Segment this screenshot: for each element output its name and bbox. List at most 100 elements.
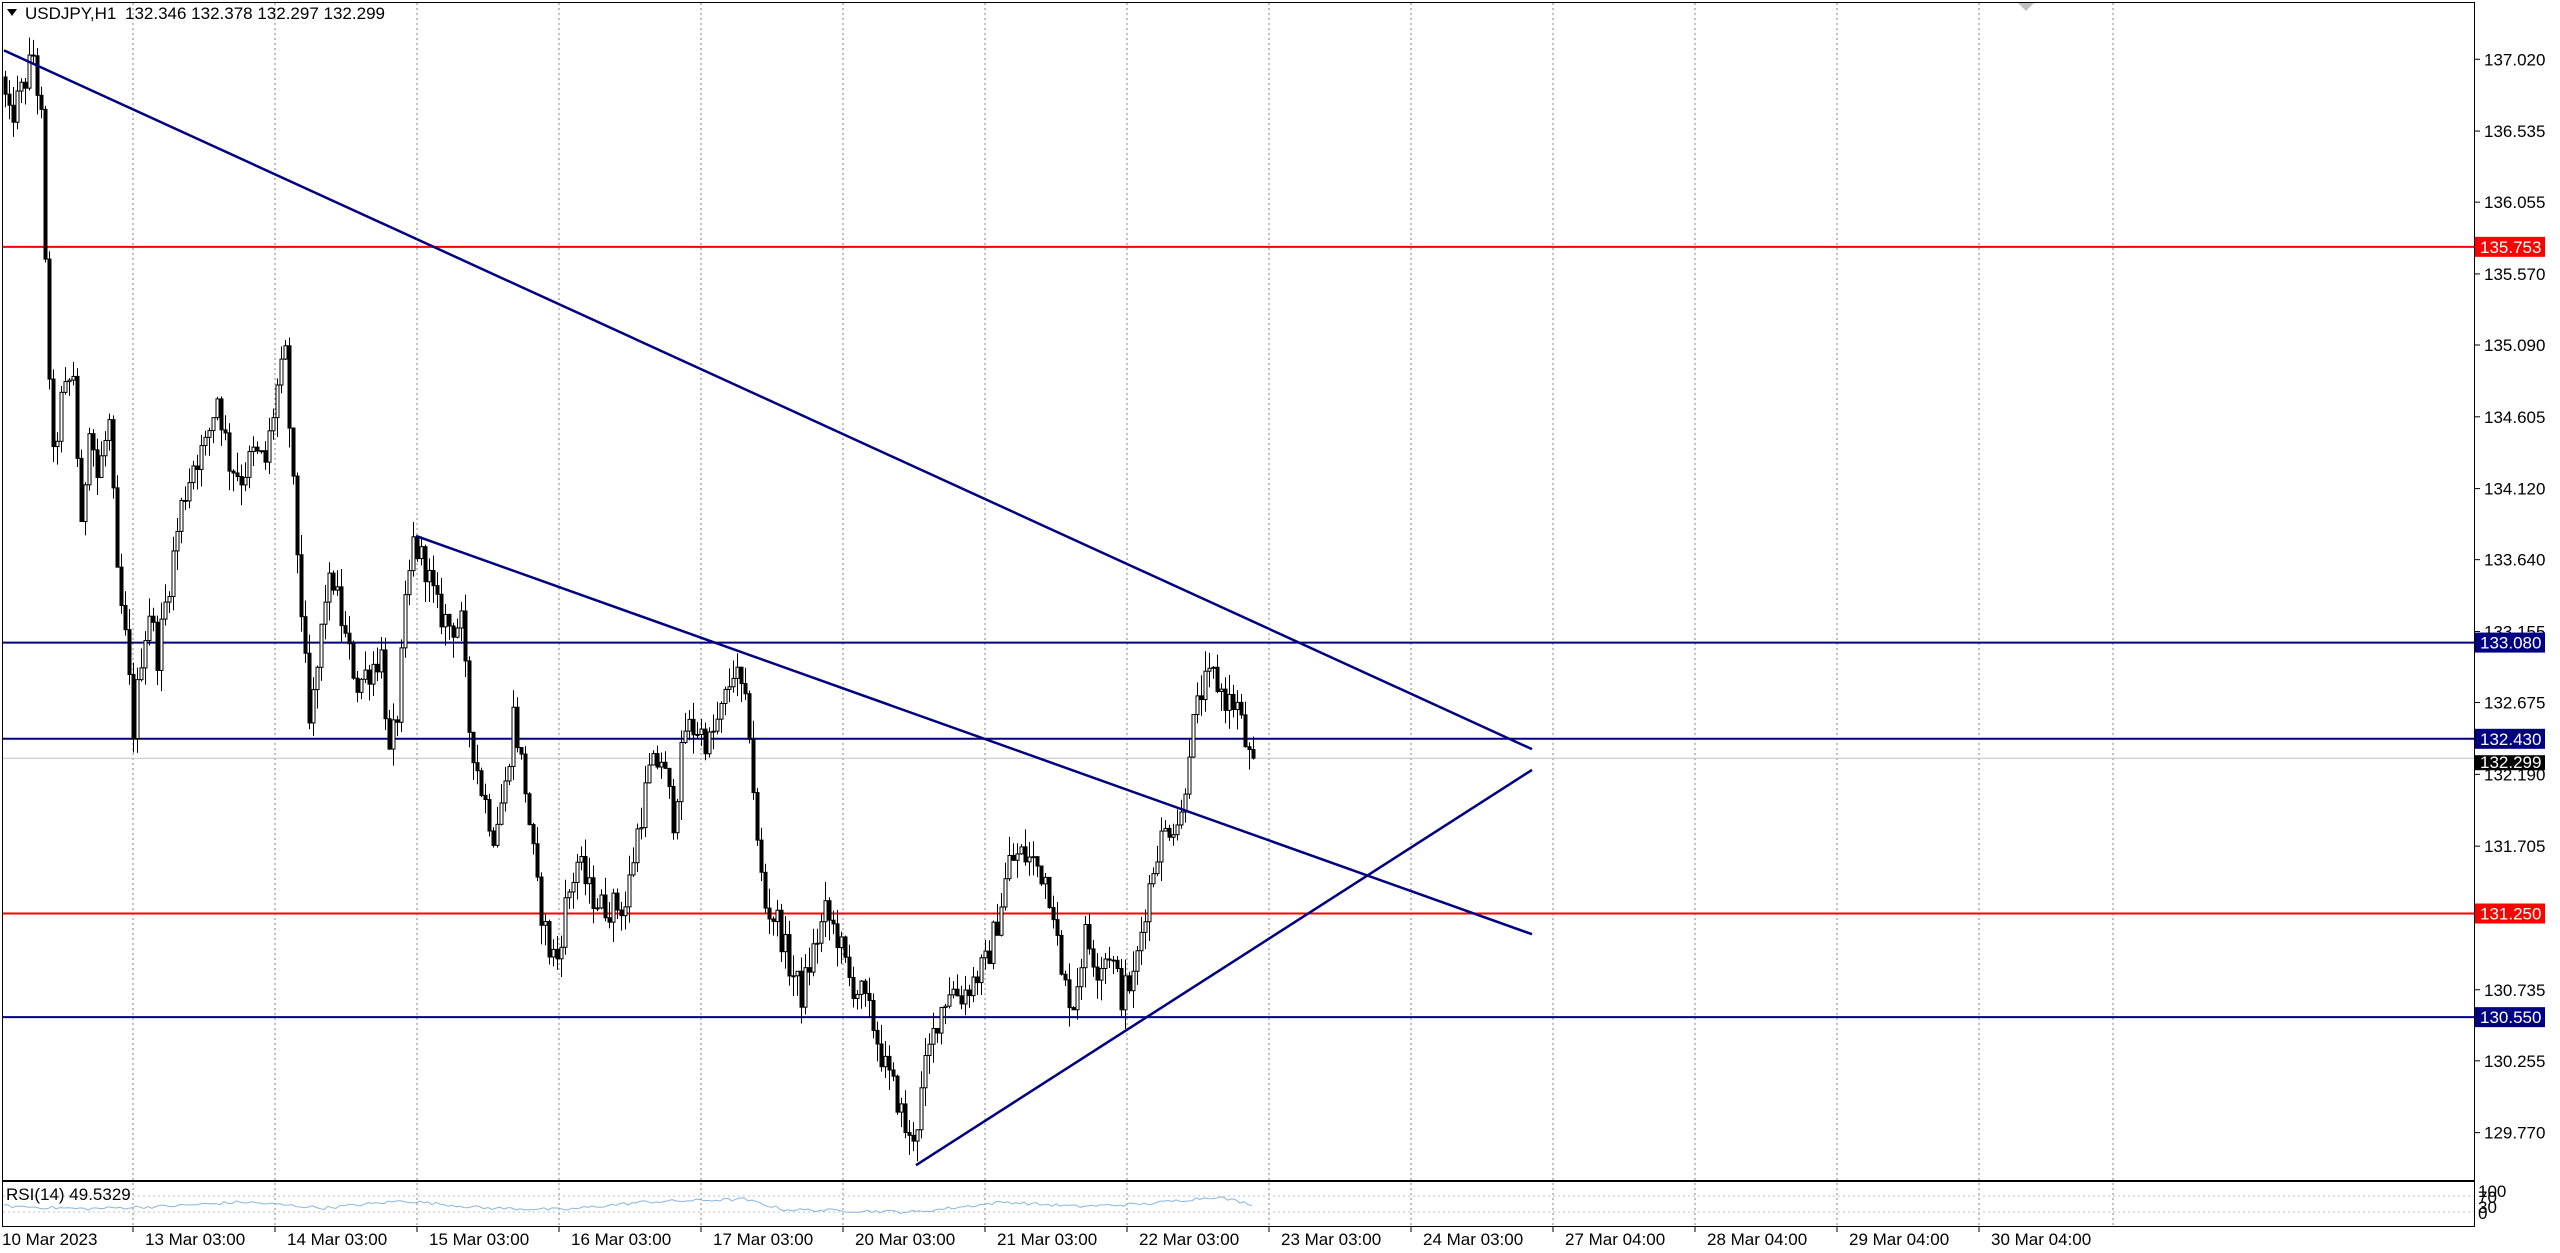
level-price-tag xyxy=(2475,1007,2545,1028)
x-tick-label: 15 Mar 03:00 xyxy=(429,1230,529,1249)
candle-body xyxy=(1103,958,1108,969)
candle-body xyxy=(699,728,704,736)
candle-body xyxy=(795,970,800,977)
candle-body xyxy=(839,936,844,949)
level-price-text: 131.250 xyxy=(2480,905,2541,924)
candle-body xyxy=(867,992,872,1001)
candle-body xyxy=(1123,975,1128,1011)
candle-body xyxy=(959,995,964,1005)
y-tick-label: 135.090 xyxy=(2484,336,2545,355)
candle-body xyxy=(567,891,572,899)
x-tick-label: 10 Mar 2023 xyxy=(2,1230,97,1249)
candle-body xyxy=(1191,714,1196,758)
candlestick-series xyxy=(3,37,1256,1162)
horizontal-levels[interactable] xyxy=(3,245,2474,1019)
candle-body xyxy=(575,861,580,883)
triangle-down-icon[interactable] xyxy=(7,9,17,16)
candle-body xyxy=(635,828,640,864)
candle-body xyxy=(239,476,244,486)
candle-body xyxy=(1035,856,1040,867)
candle-body xyxy=(187,482,192,502)
candle-body xyxy=(763,871,768,909)
level-price-text: 133.080 xyxy=(2480,634,2541,653)
rsi-line xyxy=(3,1196,1253,1214)
candle-body xyxy=(1023,846,1028,863)
candle-body xyxy=(367,669,372,685)
candle-body xyxy=(1171,834,1176,838)
candle-body xyxy=(31,54,36,57)
candle-body xyxy=(711,730,716,733)
trend-lines[interactable] xyxy=(3,49,1533,1167)
candle-body xyxy=(379,649,384,673)
candle-body xyxy=(1199,695,1204,701)
candle-body xyxy=(1183,793,1188,813)
candle-body xyxy=(911,1134,916,1142)
candle-body xyxy=(579,855,584,863)
candle-body xyxy=(815,942,820,945)
x-tick-label: 13 Mar 03:00 xyxy=(145,1230,245,1249)
candle-body xyxy=(375,663,380,673)
level-price-labels: 135.753 133.080 132.430 131.250 130.550 132.2… xyxy=(2475,236,2545,1028)
candle-body xyxy=(59,391,64,442)
candle-body xyxy=(759,839,764,873)
x-tick-label: 22 Mar 03:00 xyxy=(1139,1230,1239,1249)
candle-body xyxy=(1131,970,1136,992)
candle-body xyxy=(1083,924,1088,969)
candle-body xyxy=(63,381,68,393)
x-tick-label: 23 Mar 03:00 xyxy=(1281,1230,1381,1249)
candle-body xyxy=(887,1055,892,1071)
candle-body xyxy=(611,892,616,923)
candle-body xyxy=(1147,883,1152,923)
candle-body xyxy=(639,827,644,830)
candle-body xyxy=(363,669,368,680)
candle-body xyxy=(995,921,1000,936)
candle-body xyxy=(983,950,988,959)
candle-body xyxy=(1095,966,1100,981)
candle-body xyxy=(859,980,864,995)
candle-body xyxy=(491,830,496,846)
candle-body xyxy=(1031,856,1036,859)
candle-body xyxy=(295,475,300,556)
x-tick-label: 21 Mar 03:00 xyxy=(997,1230,1097,1249)
candle-body xyxy=(47,258,52,380)
candle-body xyxy=(191,465,196,484)
candle-body xyxy=(1043,876,1048,885)
candle-body xyxy=(359,678,364,693)
candle-body xyxy=(707,731,712,755)
candle-body xyxy=(883,1055,888,1068)
candle-body xyxy=(891,1069,896,1077)
candle-body xyxy=(1207,667,1212,672)
candle-body xyxy=(967,989,972,997)
candle-body xyxy=(559,946,564,960)
candle-body xyxy=(311,689,316,724)
candle-body xyxy=(895,1075,900,1113)
candle-body xyxy=(159,618,164,671)
candle-body xyxy=(1227,693,1232,711)
candle-body xyxy=(603,894,608,919)
candle-body xyxy=(955,988,960,997)
y-tick-label: 132.675 xyxy=(2484,694,2545,713)
candle-body xyxy=(331,572,336,591)
candle-body xyxy=(927,1043,932,1056)
candle-body xyxy=(851,977,856,999)
candle-body xyxy=(279,358,284,386)
candle-body xyxy=(723,688,728,704)
candle-body xyxy=(431,570,436,587)
level-price-text: 135.753 xyxy=(2480,238,2541,257)
candle-body xyxy=(1015,853,1020,861)
chart-shift-marker-icon[interactable] xyxy=(2018,3,2034,11)
candle-body xyxy=(423,546,428,583)
y-tick-label: 130.255 xyxy=(2484,1052,2545,1071)
level-price-tag xyxy=(2475,632,2545,653)
candle-body xyxy=(1067,979,1072,1009)
candle-body xyxy=(75,375,80,459)
rsi-window-frame xyxy=(2,1181,2475,1227)
candle-body xyxy=(1243,714,1248,748)
candle-body xyxy=(1167,827,1172,838)
candle-body xyxy=(727,686,732,690)
candle-body xyxy=(607,917,612,923)
candle-body xyxy=(287,345,292,429)
candle-body xyxy=(219,398,224,431)
y-tick-label: 133.640 xyxy=(2484,551,2545,570)
